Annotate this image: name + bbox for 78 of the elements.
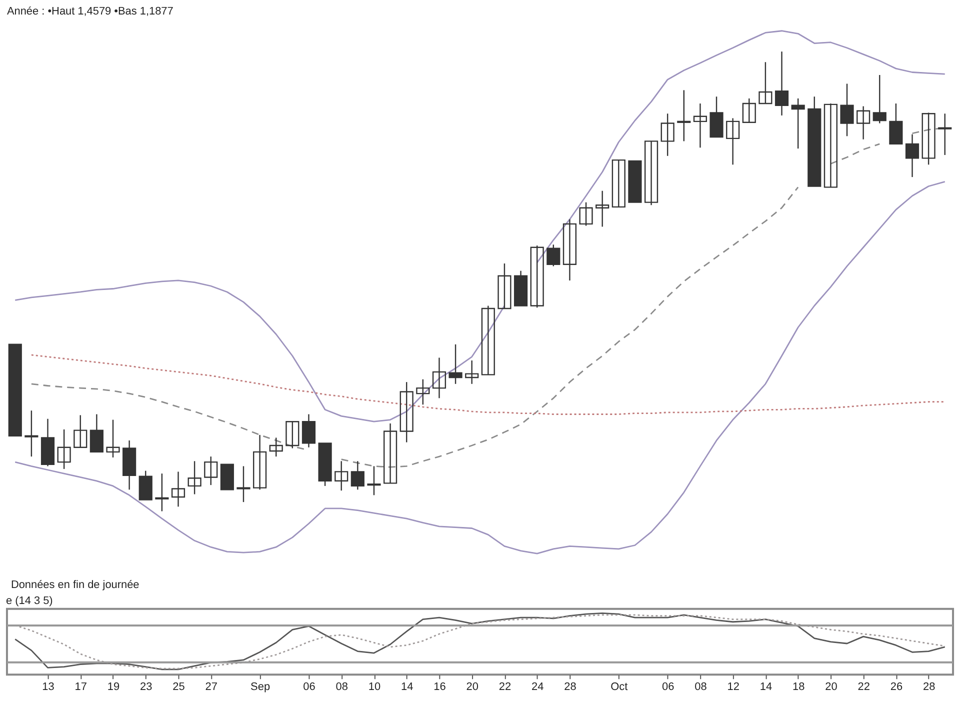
candlestick [57, 428, 71, 470]
candlestick [74, 414, 88, 448]
x-tick-label: 28 [922, 681, 936, 694]
candlestick [660, 113, 674, 157]
candlestick [693, 102, 707, 148]
candlestick [546, 244, 560, 267]
x-tick-label: Sep [250, 681, 270, 694]
x-tick-label: 06 [303, 681, 316, 694]
candlestick [334, 460, 348, 492]
candlestick [530, 244, 544, 308]
x-tick-label: 22 [858, 681, 870, 694]
x-tick-label: 27 [205, 681, 218, 694]
candlestick [367, 466, 381, 496]
x-tick-label: 23 [140, 681, 152, 694]
candlestick [24, 410, 38, 458]
candlestick [856, 106, 870, 140]
chart-title: e (14 3 5) [6, 594, 53, 607]
candlestick [726, 118, 740, 166]
x-tick-label: 24 [532, 681, 544, 694]
x-tick-label: 22 [498, 681, 512, 694]
x-tick-label: 06 [662, 681, 674, 694]
x-tick-label: 20 [466, 681, 478, 694]
x-tick-label: 25 [172, 681, 185, 694]
candlestick [742, 98, 756, 123]
candlestick [596, 190, 610, 228]
text: Données en fin de journée [10, 579, 140, 592]
candlestick [791, 98, 805, 150]
candlestick [644, 140, 658, 206]
candlestick [448, 344, 462, 385]
x-tick-label: 18 [792, 681, 805, 694]
x-tick-label: 17 [74, 681, 87, 694]
candlestick [188, 460, 202, 495]
candlestick [400, 381, 414, 443]
candlestick [416, 378, 430, 406]
candlestick [286, 421, 300, 449]
candlestick [269, 437, 283, 458]
candlestick [432, 357, 446, 399]
candlestick [889, 102, 903, 145]
candlestick [204, 456, 218, 486]
x-tick-label: 14 [760, 681, 772, 694]
x-tick-label: 26 [890, 681, 903, 694]
candlestick [302, 414, 316, 448]
candlestick [579, 202, 593, 226]
candlestick [677, 90, 691, 142]
x-tick-label: 13 [42, 681, 54, 694]
candlestick [824, 102, 838, 188]
candlestick [774, 50, 789, 116]
candlestick [236, 466, 250, 503]
x-tick-label: 08 [694, 681, 707, 694]
candlestick [905, 134, 920, 178]
candlestick [938, 113, 952, 156]
x-tick-label: Oct [610, 681, 628, 694]
chart-title: Année : •Haut 1,4579 •Bas 1,1877 [6, 5, 174, 18]
candlestick [138, 470, 152, 500]
candlestick [840, 83, 854, 137]
candlestick [498, 262, 512, 310]
x-tick-label: 14 [401, 681, 414, 694]
x-tick-label: 12 [727, 681, 740, 694]
candlestick [481, 305, 495, 376]
candlestick [465, 360, 479, 385]
candlestick [171, 471, 186, 508]
x-tick-label: 19 [107, 681, 120, 694]
x-tick-label: 16 [434, 681, 446, 694]
x-tick-label: 10 [368, 681, 381, 694]
x-tick-label: 20 [825, 681, 838, 694]
candlestick [90, 414, 104, 453]
x-tick-label: 08 [336, 681, 348, 694]
candlestick [106, 419, 120, 458]
candlestick [612, 159, 626, 208]
candlestick [562, 218, 577, 282]
candlestick [872, 74, 886, 124]
candlestick [758, 62, 772, 104]
candlestick [253, 434, 267, 490]
candlestick [350, 460, 364, 490]
candlestick [383, 422, 398, 484]
candlestick [922, 112, 936, 166]
candlestick [155, 472, 169, 512]
x-tick-label: 28 [564, 681, 576, 694]
